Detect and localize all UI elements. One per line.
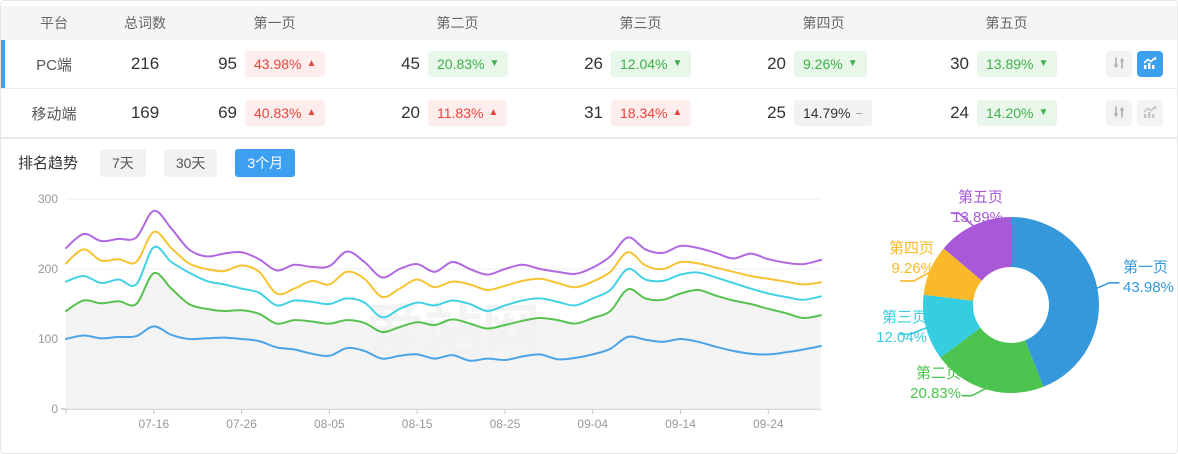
page4-change-badge: 14.79% − [794,100,873,126]
y-axis-label: 300 [38,192,58,206]
trend-down-icon: ▼ [1038,107,1049,118]
x-axis-label: 09-24 [753,417,784,431]
page3-count: 26 [584,54,603,73]
page5-count: 30 [950,54,969,73]
pie-label-page5: 第五页 13.89% [952,189,1003,226]
pie-callout-第五页 [950,212,976,228]
area-fill-第二页累计 [66,272,821,409]
page1-change-badge: 43.98% ▲ [245,51,326,77]
trend-toolbar: 排名趋势 7天 30天 3个月 [1,138,1177,186]
pie-slice-第四页[interactable] [923,248,982,301]
x-axis-label: 07-16 [138,417,169,431]
platform-label: PC端 [36,56,72,74]
series-line-第二页累计 [65,271,822,334]
tab-30days[interactable]: 30天 [163,148,218,177]
page1-count: 95 [218,54,237,73]
trend-chart-icon [1142,104,1158,123]
page1-count: 69 [218,103,237,122]
trend-down-icon: ▼ [672,58,683,69]
tab-3months[interactable]: 3个月 [235,148,296,177]
sort-updown-icon [1111,104,1127,123]
table-header-row: 平台 总词数 第一页 第二页 第三页 第四页 第五页 [1,6,1177,40]
trend-flat-icon: − [855,105,864,121]
pie-callout-第四页 [900,270,933,282]
x-axis-label: 08-15 [402,417,433,431]
page3-count: 31 [584,103,603,122]
pie-label-page2: 第二页 20.83% [910,365,961,402]
series-line-第五页累计 [65,209,822,279]
pie-label-page4: 第四页 9.26% [888,240,934,277]
page4-count: 25 [767,103,786,122]
page3-change-badge: 12.04% ▼ [611,51,692,77]
page2-change-badge: 11.83% ▲ [428,100,508,126]
platform-label: 移动端 [31,105,77,123]
pie-callout-第一页 [1095,282,1120,290]
col-header-platform: 平台 [40,15,68,31]
sort-updown-button[interactable] [1106,100,1132,126]
trend-chart-icon [1142,55,1158,74]
series-line-第三页累计 [65,245,822,319]
total-words-value: 216 [130,54,160,73]
pie-callout-第二页 [961,386,988,397]
total-words-value: 169 [130,103,160,122]
x-axis-label: 08-25 [490,417,521,431]
series-line-第四页累计 [65,230,822,299]
pie-label-page3: 第三页 12.04% [876,309,927,346]
trend-line-chart: 0100200300爱站网07-1607-2608-0508-1508-2509… [38,192,822,431]
page-distribution-donut: 第五页 13.89% 第四页 9.26% 第三页 12.04% 第二页 20.83% 第… [831,176,1178,441]
trend-down-icon: ▼ [847,58,858,69]
y-axis-label: 0 [51,402,58,416]
col-header-page4: 第四页 [802,15,845,31]
table-row-mobile[interactable]: 移动端 169 69 40.83% ▲ 20 11.83% ▲ 31 18.34% ▲… [1,89,1177,138]
x-axis-label: 09-14 [665,417,696,431]
page1-change-badge: 40.83% ▲ [245,100,326,126]
page5-count: 24 [950,103,969,122]
x-axis-label: 08-05 [314,417,345,431]
table-row-pc[interactable]: PC端 216 95 43.98% ▲ 45 20.83% ▼ 26 12.04% ▼… [1,40,1177,89]
col-header-page5: 第五页 [985,15,1028,31]
trend-up-icon: ▲ [672,107,683,118]
page2-count: 20 [401,103,420,122]
page5-change-badge: 14.20% ▼ [977,100,1058,126]
pie-label-page1: 第一页 43.98% [1123,259,1174,296]
page4-count: 20 [767,54,786,73]
trend-down-icon: ▼ [1038,58,1049,69]
charts-area: 0100200300爱站网07-1607-2608-0508-1508-2509… [1,186,1177,451]
page4-change-badge: 9.26% ▼ [794,51,867,77]
pie-slice-第二页[interactable] [940,327,1044,393]
page2-count: 45 [401,54,420,73]
col-header-page3: 第三页 [619,15,662,31]
pie-callout-第三页 [899,326,929,336]
sort-updown-icon [1111,55,1127,74]
pie-slice-第三页[interactable] [923,294,981,358]
tab-7days[interactable]: 7天 [100,148,146,177]
trend-up-icon: ▲ [306,107,317,118]
page5-change-badge: 13.89% ▼ [977,51,1058,77]
x-axis-label: 09-04 [577,417,608,431]
page2-change-badge: 20.83% ▼ [428,51,509,77]
sort-updown-button[interactable] [1106,51,1132,77]
y-axis-label: 200 [38,262,58,276]
trend-up-icon: ▲ [306,58,317,69]
y-axis-label: 100 [38,332,58,346]
keyword-rank-table: 平台 总词数 第一页 第二页 第三页 第四页 第五页 PC端 216 95 43… [1,6,1177,138]
show-trend-chart-button[interactable] [1137,51,1163,77]
show-trend-chart-button[interactable] [1137,100,1163,126]
trend-down-icon: ▼ [489,58,500,69]
col-header-total: 总词数 [124,15,166,31]
col-header-page2: 第二页 [436,15,479,31]
pie-slice-第五页[interactable] [943,217,1011,281]
trend-section-title: 排名趋势 [18,155,79,172]
trend-up-icon: ▲ [488,107,499,118]
page3-change-badge: 18.34% ▲ [611,100,692,126]
x-axis-label: 07-26 [226,417,257,431]
pie-slice-第一页[interactable] [1011,217,1099,387]
series-line-第一页 [65,325,822,362]
col-header-page1: 第一页 [253,15,296,31]
donut-chart-svg [899,212,1120,397]
